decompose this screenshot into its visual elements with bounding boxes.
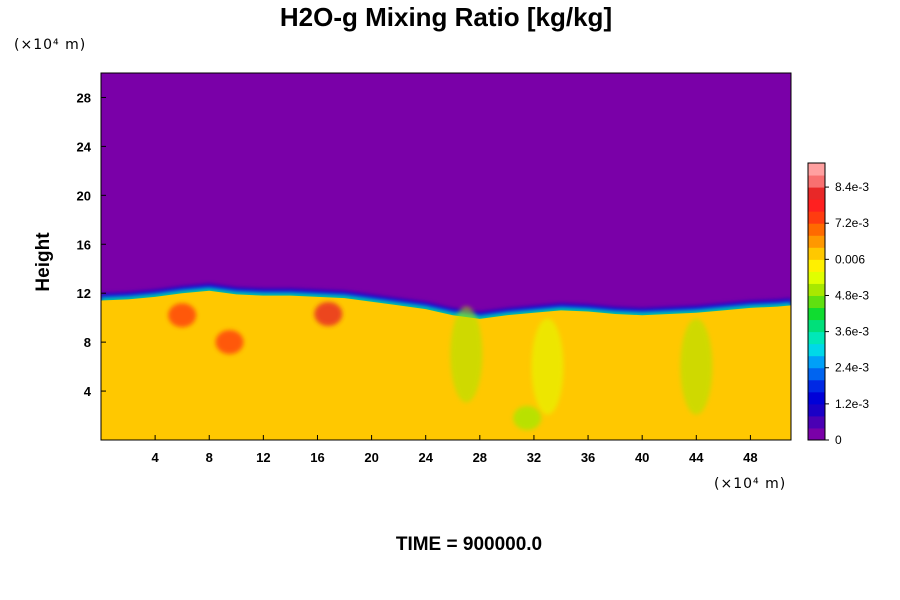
moist-patch <box>513 405 542 430</box>
colorbar-tick-label: 3.6e-3 <box>835 325 869 339</box>
colorbar-tick-label: 8.4e-3 <box>835 180 869 194</box>
moist-patch <box>314 301 343 326</box>
x-tick-label: 8 <box>206 450 213 465</box>
x-tick-label: 12 <box>256 450 270 465</box>
colorbar-segment <box>808 187 825 200</box>
dry-plume <box>531 318 564 415</box>
y-axis-label: Height <box>33 232 54 292</box>
colorbar-tick-label: 0 <box>835 433 842 447</box>
colorbar-segment <box>808 343 825 357</box>
colorbar-tick-label: 7.2e-3 <box>835 216 869 230</box>
x-tick-label: 40 <box>635 450 649 465</box>
moist-patch <box>168 303 197 328</box>
y-tick-label: 4 <box>84 384 92 399</box>
colorbar-segment <box>808 415 825 429</box>
colorbar-segment <box>808 319 825 333</box>
x-axis-ticks: 4 8 12 16 20 24 28 32 36 40 44 48 <box>152 435 758 465</box>
x-tick-label: 32 <box>527 450 541 465</box>
colorbar-tick-label: 4.8e-3 <box>835 288 869 302</box>
colorbar-segment <box>808 247 825 260</box>
colorbar-segment <box>808 307 825 321</box>
colorbar-tick-label: 0.006 <box>835 252 865 266</box>
x-tick-label: 16 <box>310 450 324 465</box>
colorbar: 0 1.2e-3 2.4e-3 3.6e-3 4.8e-3 0.006 7.2e-3 8.4e… <box>807 162 869 447</box>
dry-plume <box>680 318 713 415</box>
colorbar-segment <box>808 403 825 417</box>
colorbar-segment <box>808 295 825 309</box>
colorbar-segment <box>808 271 825 284</box>
colorbar-segment <box>808 235 825 248</box>
colorbar-segment <box>808 331 825 345</box>
y-axis-ticks: 4 8 12 16 20 24 28 <box>77 90 106 399</box>
colorbar-tick-label: 1.2e-3 <box>835 397 869 411</box>
colorbar-segment <box>808 175 825 188</box>
dry-plume <box>450 306 483 403</box>
colorbar-frame <box>807 162 826 441</box>
y-tick-label: 20 <box>77 188 91 203</box>
colorbar-tick-label: 2.4e-3 <box>835 361 869 375</box>
time-label: TIME = 900000.0 <box>396 534 542 555</box>
x-tick-label: 4 <box>152 450 160 465</box>
heatmap-plot <box>100 72 792 441</box>
x-tick-label: 48 <box>743 450 757 465</box>
x-tick-label: 28 <box>473 450 487 465</box>
y-tick-label: 28 <box>77 90 91 105</box>
chart-title: H2O-g Mixing Ratio [kg/kg] <box>280 2 612 32</box>
colorbar-segment <box>808 379 825 393</box>
y-tick-label: 16 <box>77 237 91 252</box>
colorbar-segment <box>808 163 825 176</box>
y-tick-label: 24 <box>77 139 92 154</box>
x-tick-label: 24 <box>418 450 433 465</box>
lower-moist-region <box>101 290 791 440</box>
colorbar-segment <box>808 259 825 272</box>
x-unit-label: (×10⁴ m) <box>714 476 786 492</box>
colorbar-segment <box>808 391 825 405</box>
colorbar-segment <box>808 355 825 369</box>
colorbar-segment <box>808 427 825 441</box>
moist-patch <box>215 330 244 355</box>
colorbar-segment <box>808 211 825 224</box>
colorbar-segment <box>808 283 825 296</box>
x-tick-label: 36 <box>581 450 595 465</box>
y-tick-label: 8 <box>84 335 91 350</box>
y-unit-label: (×10⁴ m) <box>14 37 86 53</box>
colorbar-segment <box>808 199 825 212</box>
colorbar-segment <box>808 367 825 381</box>
x-tick-label: 44 <box>689 450 704 465</box>
plot-frame <box>100 72 792 441</box>
colorbar-segment <box>808 223 825 236</box>
x-tick-label: 20 <box>364 450 378 465</box>
y-tick-label: 12 <box>77 286 91 301</box>
